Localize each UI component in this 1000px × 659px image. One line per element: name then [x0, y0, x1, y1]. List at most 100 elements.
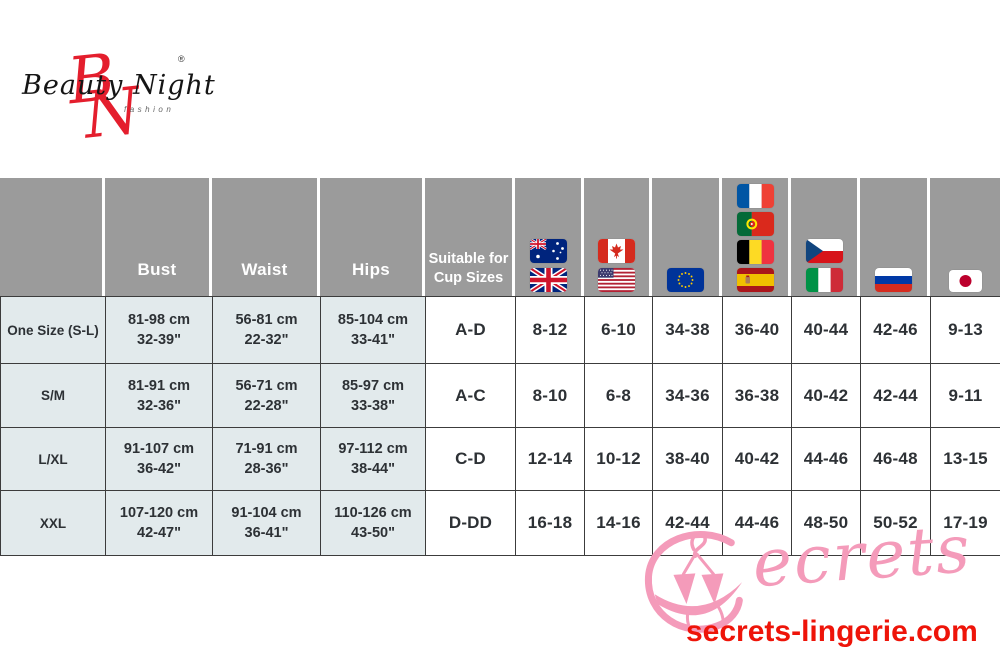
- size-chart-table: Bust Waist Hips Suitable for Cup Sizes: [0, 178, 1000, 556]
- flag-united-states-icon: [598, 268, 635, 292]
- logo-sub-brand-text: fashion: [124, 105, 175, 114]
- hips-header-label: Hips: [351, 260, 391, 279]
- flag-australia-icon: [529, 239, 567, 263]
- bust-cell: 91-107 cm 36-42": [106, 428, 213, 491]
- bust-cm: 81-98 cm: [127, 312, 191, 328]
- size-fr-cell: 36-40: [723, 297, 792, 364]
- registered-trademark-icon: ®: [178, 54, 185, 64]
- size-chart-header-row: Bust Waist Hips Suitable for Cup Sizes: [0, 178, 1000, 296]
- bust-cell: 81-98 cm 32-39": [106, 297, 213, 364]
- header-waist-cell: Waist: [212, 178, 320, 296]
- size-fr-cell: 36-38: [723, 364, 792, 428]
- bust-cm: 91-107 cm: [123, 441, 195, 457]
- hips-in: 33-41": [351, 332, 395, 348]
- hips-in: 33-38": [351, 397, 395, 414]
- beauty-night-logo: B N Beauty Night fashion ®: [22, 41, 215, 158]
- flag-france-icon: [736, 184, 774, 208]
- header-size-cell: [0, 178, 105, 296]
- size-jp-cell: 9-13: [931, 297, 1000, 364]
- cup-cell: A-D: [426, 297, 516, 364]
- size-au-uk-cell: 8-12: [516, 297, 585, 364]
- cup-cell: D-DD: [426, 491, 516, 556]
- header-cup-cell: Suitable for Cup Sizes: [425, 178, 515, 296]
- waist-header-label: Waist: [241, 260, 288, 279]
- header-hips-cell: Hips: [320, 178, 425, 296]
- header-jp-cell: [930, 178, 1000, 296]
- flag-japan-icon: [948, 270, 982, 292]
- hips-cm: 110-126 cm: [334, 505, 412, 521]
- flag-italy-icon: [805, 268, 843, 292]
- size-ru-cell: 50-52: [861, 491, 931, 556]
- size-fr-cell: 44-46: [723, 491, 792, 556]
- bust-cm: 81-91 cm: [127, 377, 191, 394]
- flag-russia-icon: [875, 268, 912, 292]
- size-ca-us-cell: 10-12: [585, 428, 653, 491]
- size-cz-it-cell: 40-42: [792, 364, 861, 428]
- size-label-cell: S/M: [1, 364, 106, 428]
- size-ru-cell: 42-46: [861, 297, 931, 364]
- hips-cell: 110-126 cm 43-50": [321, 491, 426, 556]
- waist-cm: 56-71 cm: [235, 377, 298, 394]
- size-eu-cell: 34-38: [653, 297, 723, 364]
- site-url-text: secrets-lingerie.com: [686, 615, 978, 648]
- waist-cell: 91-104 cm 36-41": [213, 491, 321, 556]
- hips-cell: 85-97 cm 33-38": [321, 364, 426, 428]
- size-au-uk-cell: 16-18: [516, 491, 585, 556]
- size-cz-it-cell: 48-50: [792, 491, 861, 556]
- hips-cm: 85-104 cm: [337, 312, 409, 328]
- flag-canada-icon: [598, 239, 635, 263]
- bust-in: 42-47": [137, 525, 181, 541]
- header-au-uk-cell: [515, 178, 584, 296]
- waist-in: 22-32": [244, 332, 289, 348]
- size-eu-cell: 34-36: [653, 364, 723, 428]
- bust-in: 32-36": [137, 397, 181, 414]
- bust-cell: 81-91 cm 32-36": [106, 364, 213, 428]
- size-cz-it-cell: 40-44: [792, 297, 861, 364]
- bust-header-label: Bust: [137, 260, 177, 279]
- hips-cell: 97-112 cm 38-44": [321, 428, 426, 491]
- header-bust-cell: Bust: [105, 178, 212, 296]
- waist-cm: 56-81 cm: [235, 312, 298, 328]
- cup-cell: A-C: [426, 364, 516, 428]
- logo-brand-text: Beauty Night: [22, 70, 216, 101]
- size-label-cell: XXL: [1, 491, 106, 556]
- bust-in: 32-39": [137, 332, 181, 348]
- hips-cm: 97-112 cm: [338, 441, 408, 457]
- waist-cell: 56-71 cm 22-28": [213, 364, 321, 428]
- size-cz-it-cell: 44-46: [792, 428, 861, 491]
- waist-in: 22-28": [244, 397, 289, 414]
- cup-cell: C-D: [426, 428, 516, 491]
- hips-cell: 85-104 cm 33-41": [321, 297, 426, 364]
- flag-belgium-icon: [736, 240, 774, 264]
- size-ru-cell: 42-44: [861, 364, 931, 428]
- flag-czech-republic-icon: [805, 239, 843, 263]
- waist-cell: 56-81 cm 22-32": [213, 297, 321, 364]
- size-eu-cell: 38-40: [653, 428, 723, 491]
- size-jp-cell: 17-19: [931, 491, 1000, 556]
- hips-cm: 85-97 cm: [341, 377, 405, 394]
- bust-cm: 107-120 cm: [119, 505, 199, 521]
- header-ca-us-cell: [584, 178, 652, 296]
- size-ca-us-cell: 14-16: [585, 491, 653, 556]
- waist-in: 28-36": [244, 461, 289, 477]
- size-label-cell: L/XL: [1, 428, 106, 491]
- waist-cell: 71-91 cm 28-36": [213, 428, 321, 491]
- bust-in: 36-42": [137, 461, 181, 477]
- size-jp-cell: 9-11: [931, 364, 1000, 428]
- size-label-cell: One Size (S-L): [1, 297, 106, 364]
- size-ca-us-cell: 6-10: [585, 297, 653, 364]
- size-ca-us-cell: 6-8: [585, 364, 653, 428]
- hips-in: 38-44": [351, 461, 395, 477]
- flag-spain-icon: [736, 268, 774, 292]
- flag-united-kingdom-icon: [529, 268, 567, 292]
- waist-in: 36-41": [244, 525, 289, 541]
- size-au-uk-cell: 8-10: [516, 364, 585, 428]
- waist-cm: 91-104 cm: [231, 505, 302, 521]
- size-jp-cell: 13-15: [931, 428, 1000, 491]
- bust-cell: 107-120 cm 42-47": [106, 491, 213, 556]
- header-fr-pt-be-es-cell: [722, 178, 791, 296]
- header-ru-cell: [860, 178, 930, 296]
- size-fr-cell: 40-42: [723, 428, 792, 491]
- size-au-uk-cell: 12-14: [516, 428, 585, 491]
- size-ru-cell: 46-48: [861, 428, 931, 491]
